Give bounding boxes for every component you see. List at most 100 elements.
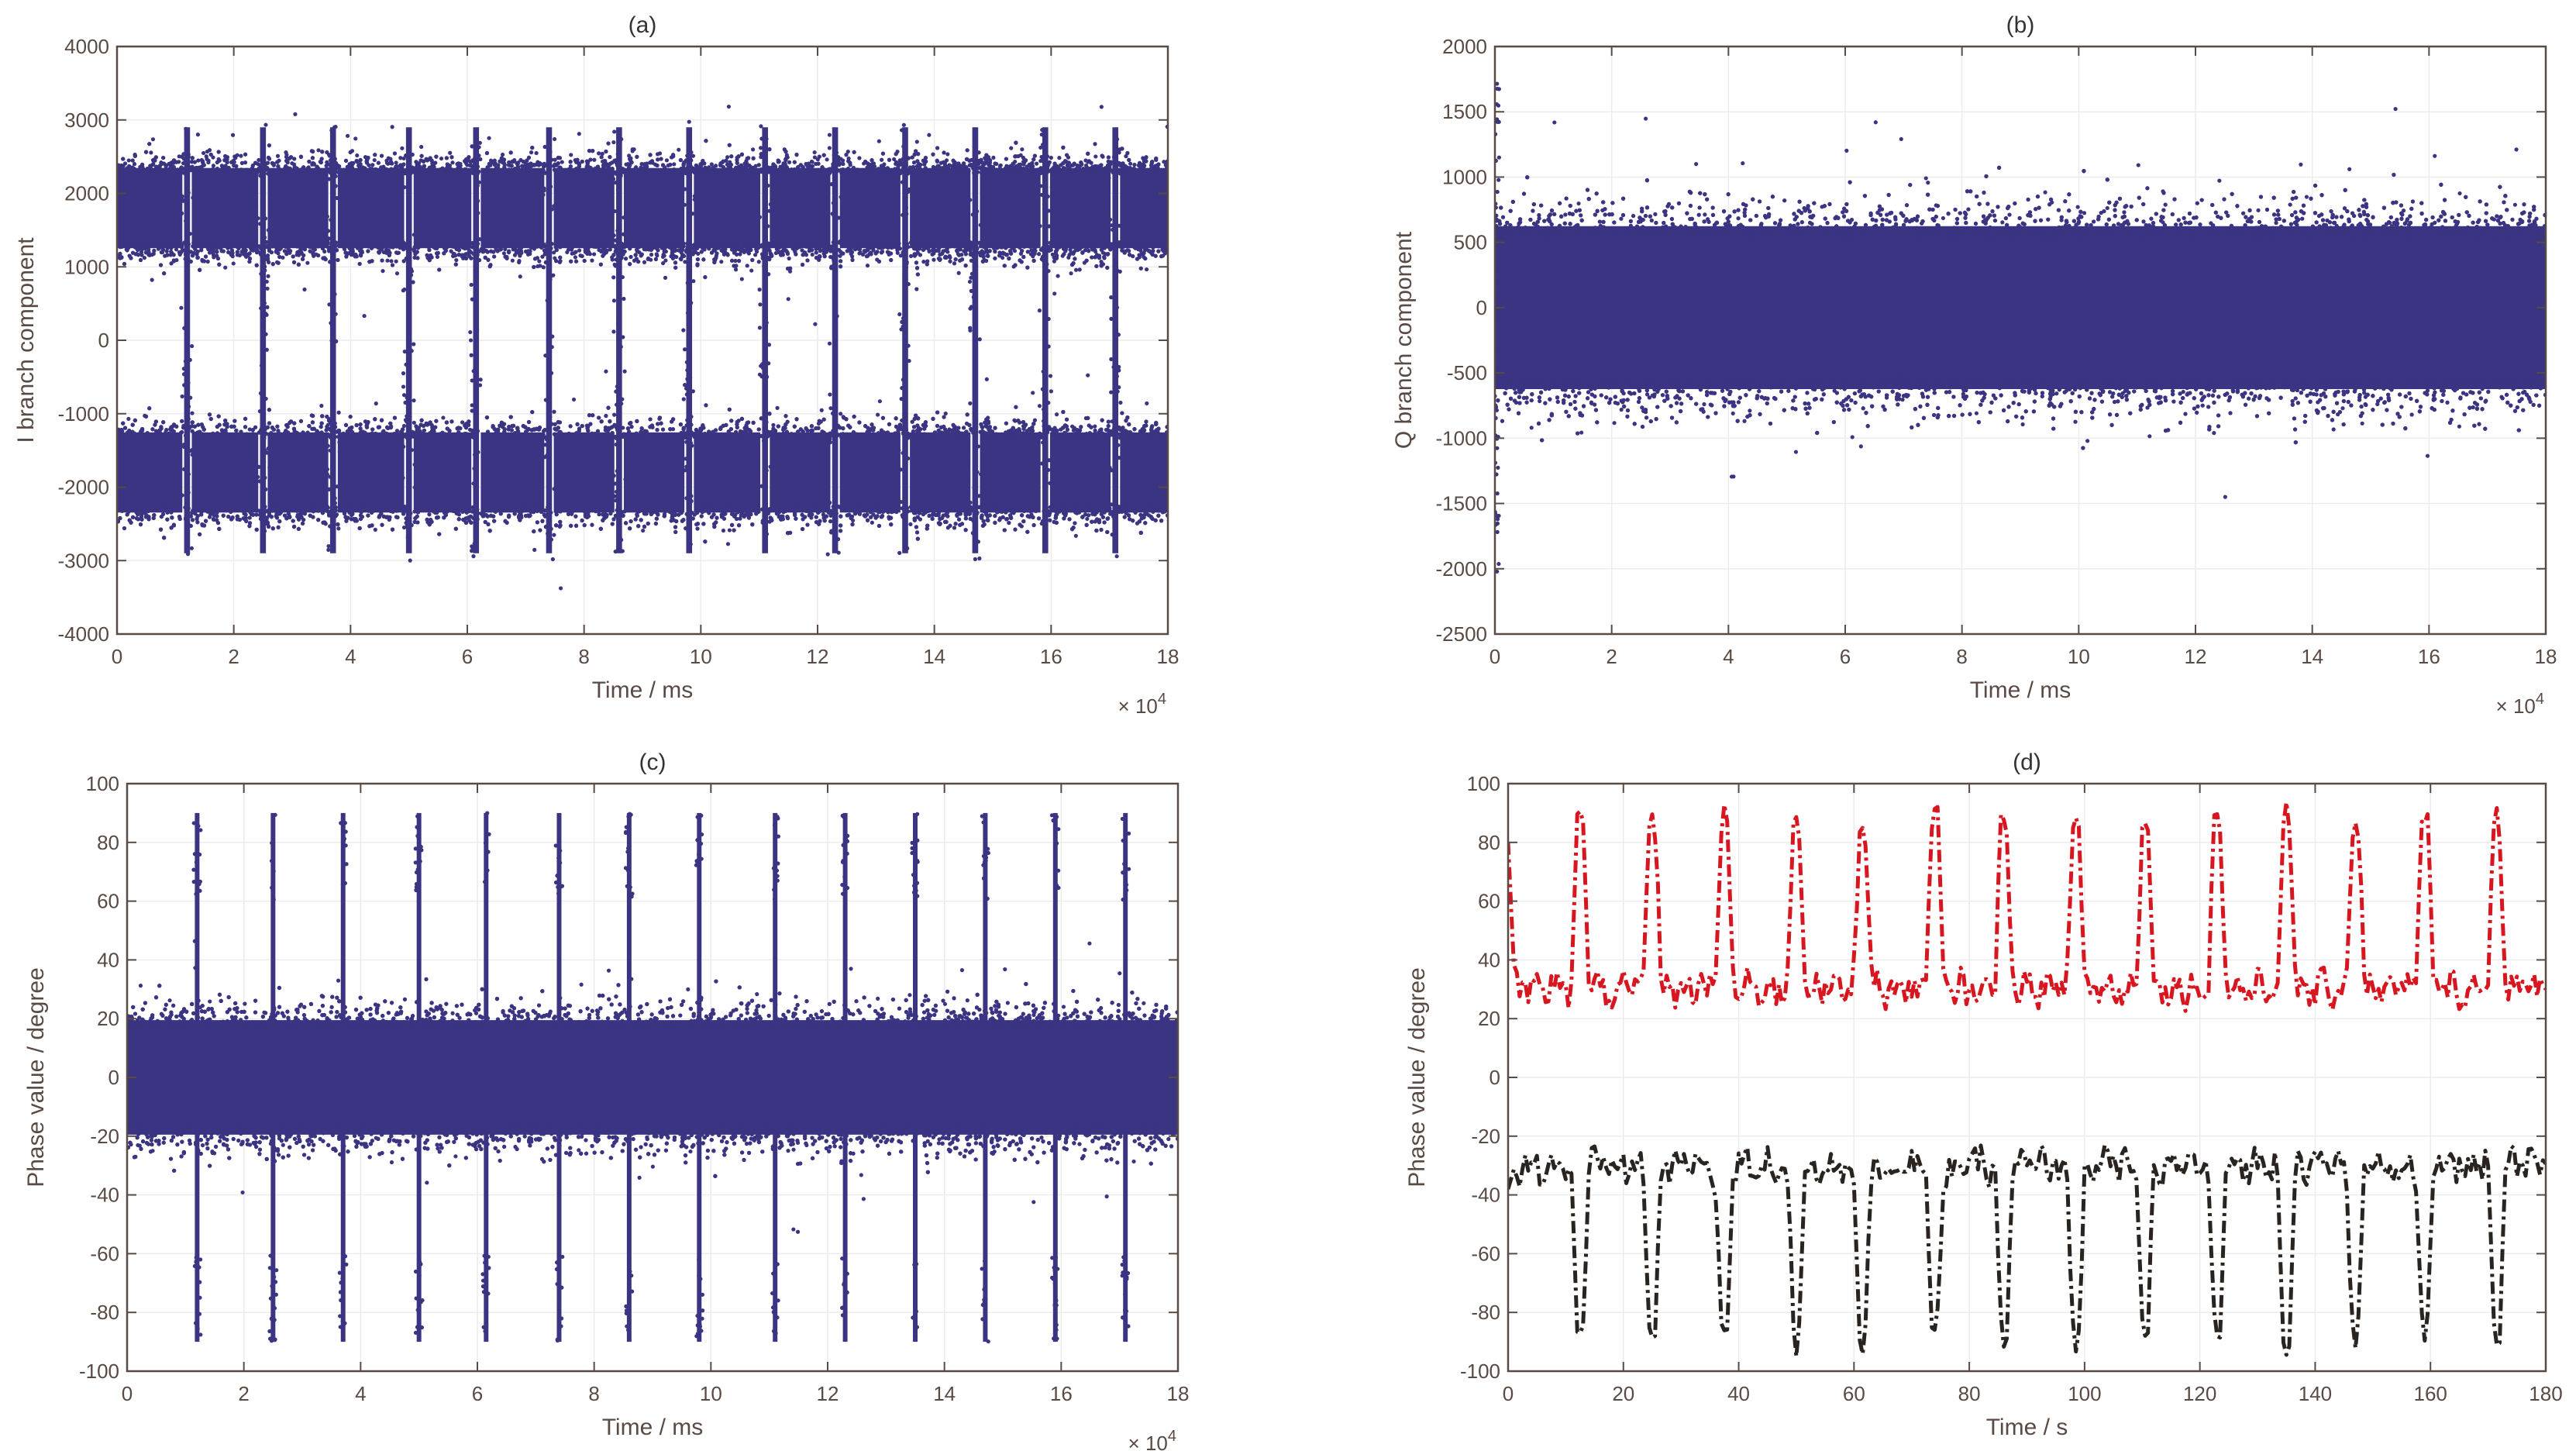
scatter-point: [203, 171, 208, 176]
scatter-point: [1031, 157, 1036, 162]
scatter-band-segment: [480, 167, 545, 249]
scatter-point: [810, 164, 814, 169]
scatter-point: [176, 240, 181, 245]
scatter-point: [284, 154, 289, 160]
scatter-point: [852, 150, 856, 154]
scatter-point: [1034, 161, 1039, 166]
scatter-point: [1006, 240, 1011, 245]
scatter-point: [1060, 170, 1065, 174]
scatter-point: [963, 264, 968, 268]
scatter-point: [730, 258, 735, 263]
scatter-point: [879, 250, 884, 255]
scatter-point: [149, 168, 153, 173]
scatter-point: [725, 253, 730, 257]
scatter-point: [734, 165, 739, 170]
scatter-point: [577, 248, 582, 253]
scatter-point: [714, 256, 718, 260]
scatter-point: [1081, 167, 1086, 171]
scatter-point: [488, 171, 493, 175]
scatter-point: [381, 268, 385, 274]
scatter-point: [147, 142, 152, 146]
scatter-point: [118, 170, 122, 174]
scatter-point: [897, 171, 901, 175]
scatter-point: [1025, 265, 1030, 270]
scatter-point: [130, 250, 136, 255]
scatter-point: [394, 160, 398, 165]
scatter-point: [1031, 171, 1036, 176]
scatter-point: [239, 160, 244, 165]
scatter-band-segment: [770, 167, 831, 249]
scatter-point: [1069, 262, 1075, 267]
scatter-point: [377, 243, 381, 248]
scatter-band-segment: [694, 167, 761, 249]
scatter-point: [451, 251, 456, 256]
scatter-point: [356, 171, 361, 176]
scatter-band-segment: [623, 167, 685, 249]
scatter-point: [649, 252, 654, 257]
scatter-point: [1037, 252, 1042, 257]
scatter-point: [355, 246, 360, 250]
scatter-point: [921, 242, 926, 246]
scatter-point: [729, 154, 734, 159]
scatter-point: [810, 252, 814, 257]
scatter-point: [588, 171, 593, 175]
scatter-point: [597, 151, 601, 156]
scatter-point: [397, 171, 401, 175]
scatter-point: [207, 148, 212, 153]
scatter-point: [288, 240, 294, 245]
scatter-point: [229, 160, 234, 164]
scatter-point: [952, 261, 957, 266]
scatter-point: [266, 253, 270, 258]
scatter-point: [150, 163, 155, 167]
scatter-point: [277, 254, 282, 260]
scatter-point: [787, 256, 791, 261]
scatter-point: [1138, 248, 1143, 253]
scatter-point: [491, 250, 496, 254]
scatter-point: [1064, 153, 1069, 157]
scatter-point: [914, 260, 919, 265]
scatter-point: [797, 243, 802, 247]
scatter-point: [180, 243, 184, 247]
scatter-point: [580, 253, 584, 259]
scatter-point: [130, 158, 135, 163]
scatter-point: [993, 256, 997, 260]
scatter-point: [139, 246, 143, 251]
scatter-point: [211, 155, 215, 160]
scatter-point: [456, 253, 461, 257]
scatter-point: [727, 143, 732, 147]
scatter-point: [301, 166, 305, 171]
scatter-point: [305, 260, 310, 265]
scatter-point: [211, 164, 216, 168]
scatter-point: [736, 154, 741, 159]
scatter-point: [817, 245, 821, 250]
scatter-point: [754, 240, 759, 245]
scatter-point: [691, 243, 697, 247]
scatter-point: [1061, 145, 1066, 150]
scatter-point: [805, 258, 810, 263]
scatter-point: [845, 149, 850, 154]
scatter-point: [1162, 251, 1167, 256]
scatter-point: [1118, 171, 1123, 176]
scatter-point: [692, 170, 697, 175]
scatter-point: [1080, 243, 1085, 247]
scatter-point: [820, 165, 825, 170]
scatter-point: [876, 167, 881, 171]
scatter-point: [1020, 249, 1025, 253]
scatter-point: [947, 253, 952, 258]
scatter-points: [117, 104, 1168, 591]
scatter-point: [735, 245, 740, 250]
scatter-point: [948, 259, 952, 264]
scatter-point: [1162, 160, 1166, 164]
scatter-point: [753, 164, 758, 168]
scatter-point: [807, 171, 811, 176]
scatter-point: [401, 156, 406, 160]
scatter-point: [128, 240, 133, 246]
scatter-point: [433, 169, 438, 174]
scatter-point: [444, 156, 449, 160]
scatter-point: [247, 251, 252, 256]
scatter-point: [343, 158, 349, 163]
scatter-point: [510, 258, 515, 263]
scatter-point: [825, 157, 829, 162]
scatter-point: [552, 250, 556, 255]
scatter-point: [1102, 256, 1107, 260]
